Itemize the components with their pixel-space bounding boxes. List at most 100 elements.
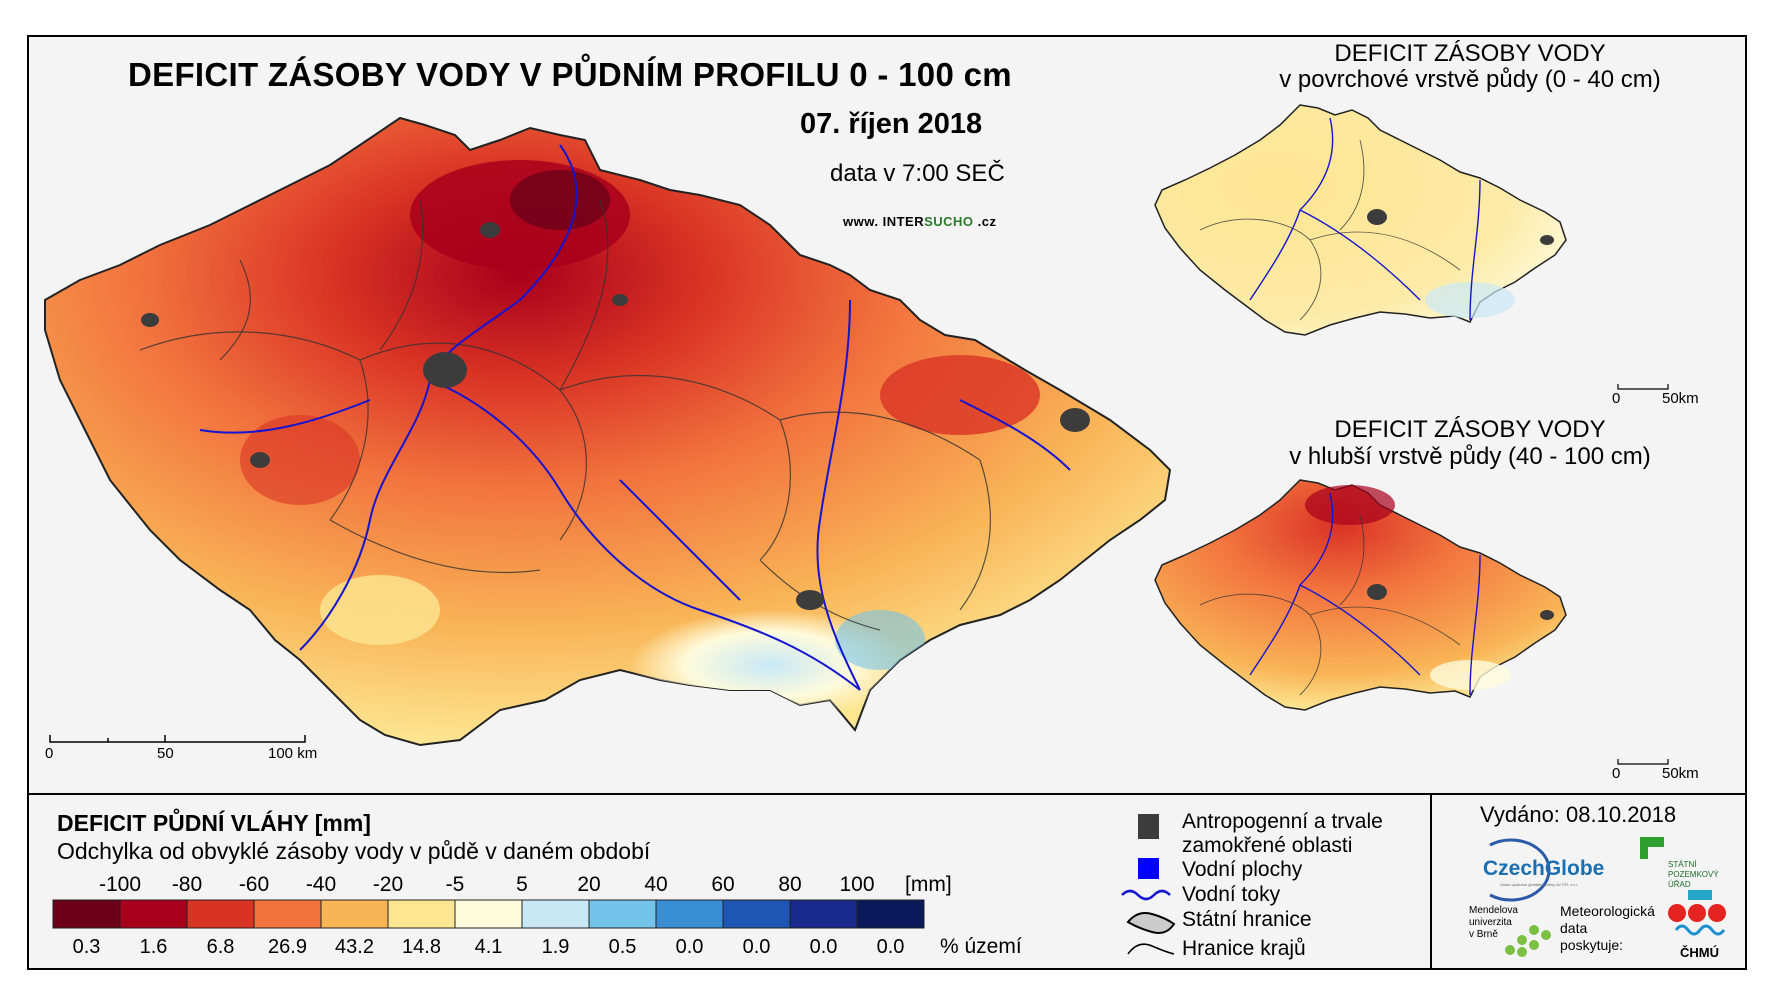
inset-top-title-line2: v povrchové vrstvě půdy (0 - 40 cm) bbox=[1279, 66, 1661, 93]
main-map-data-time: data v 7:00 SEČ bbox=[830, 160, 1005, 187]
legend-tick-label: -20 bbox=[372, 873, 404, 896]
legend-tick-label: 5 bbox=[516, 873, 528, 896]
legend-tick-label: -5 bbox=[445, 873, 465, 896]
legend-divider bbox=[27, 793, 1747, 795]
chmu-logo bbox=[1668, 890, 1726, 936]
legend-swatch bbox=[789, 899, 858, 929]
legend-percent-value: 0.0 bbox=[675, 936, 704, 958]
legend-swatch bbox=[186, 899, 255, 929]
legend-swatch bbox=[521, 899, 590, 929]
legend-percent-unit: % území bbox=[940, 935, 1022, 958]
met-data-line1: Meteorologická bbox=[1560, 903, 1655, 919]
legend-percent-value: 43.2 bbox=[335, 936, 374, 958]
legend-percent-value: 0.0 bbox=[876, 936, 905, 958]
legend-percent-value: 4.1 bbox=[474, 936, 503, 958]
legend-tick-label: 40 bbox=[644, 873, 668, 896]
main-map-title: DEFICIT ZÁSOBY VODY V PŮDNÍM PROFILU 0 -… bbox=[128, 56, 1012, 93]
inset-bottom-title-line2: v hlubší vrstvě půdy (40 - 100 cm) bbox=[1289, 443, 1651, 470]
legend-tick-label: 100 bbox=[839, 873, 875, 896]
legend-tick-label: 20 bbox=[577, 873, 601, 896]
website-link[interactable]: www. INTERSUCHO .cz bbox=[843, 214, 997, 229]
legend-swatch bbox=[387, 899, 456, 929]
czechglobe-logo bbox=[1489, 838, 1551, 902]
symbol-legend bbox=[1121, 814, 1176, 955]
river-label: Vodní toky bbox=[1182, 883, 1281, 906]
main-scale-bar bbox=[49, 735, 306, 743]
mendel-logo-dots bbox=[1505, 925, 1551, 957]
legend-swatch bbox=[655, 899, 724, 929]
legend-percent-value: 0.0 bbox=[809, 936, 838, 958]
mendel-line3: v Brně bbox=[1469, 929, 1498, 940]
legend-swatch bbox=[722, 899, 791, 929]
mendel-text: Mendelova univerzita v Brně bbox=[1469, 905, 1518, 941]
inset-top-scale-label-0: 0 bbox=[1612, 390, 1621, 407]
legend-swatch bbox=[856, 899, 925, 929]
chmu-text: ČHMÚ bbox=[1680, 945, 1719, 960]
legend-title: DEFICIT PŮDNÍ VLÁHY [mm] bbox=[57, 810, 371, 836]
inset-top-scale-label-50: 50km bbox=[1662, 390, 1699, 407]
legend-percent-value: 6.8 bbox=[206, 936, 235, 958]
region-border-label: Hranice krajů bbox=[1182, 937, 1306, 960]
legend-color-bar bbox=[52, 899, 925, 929]
legend-tick-label: 80 bbox=[778, 873, 802, 896]
state-border-symbol bbox=[1126, 912, 1176, 934]
spu-line3: ÚŘAD bbox=[1668, 880, 1691, 889]
region-border-symbol bbox=[1127, 943, 1175, 955]
legend-tick-label: -100 bbox=[98, 873, 142, 896]
mendel-line1: Mendelova bbox=[1469, 905, 1518, 916]
legend-tick-label: -80 bbox=[171, 873, 203, 896]
website-highlight: SUCHO bbox=[924, 214, 974, 229]
legend-percent-value: 0.3 bbox=[72, 936, 101, 958]
inset-bottom-title-line1: DEFICIT ZÁSOBY VODY bbox=[1334, 416, 1606, 443]
website-prefix: www. INTER bbox=[843, 214, 925, 229]
legend-tick-label: 60 bbox=[711, 873, 735, 896]
river-symbol bbox=[1121, 889, 1171, 901]
spu-text: STÁTNÍ POZEMKOVÝ ÚŘAD bbox=[1668, 860, 1719, 890]
legend-swatch bbox=[253, 899, 322, 929]
legend-percent-value: 14.8 bbox=[402, 936, 441, 958]
inset-top-scale-bar bbox=[1617, 384, 1669, 390]
legend-percent-value: 1.6 bbox=[139, 936, 168, 958]
logo-divider bbox=[1430, 793, 1432, 970]
main-scale-label-50: 50 bbox=[157, 745, 174, 762]
legend-percent-value: 0.0 bbox=[742, 936, 771, 958]
legend-swatch bbox=[52, 899, 121, 929]
spu-logo bbox=[1640, 837, 1664, 859]
legend-percent-value: 0.5 bbox=[608, 936, 637, 958]
main-scale-label-100: 100 km bbox=[268, 745, 318, 762]
legend-swatch bbox=[320, 899, 389, 929]
legend-subtitle: Odchylka od obvyklé zásoby vody v půdě v… bbox=[57, 838, 651, 864]
legend-tick-label: -60 bbox=[238, 873, 270, 896]
czechglobe-subtext: Ústav výzkumu globální změny AV ČR, v.v.… bbox=[1500, 882, 1578, 887]
main-scale-label-0: 0 bbox=[45, 745, 54, 762]
main-map-date: 07. říjen 2018 bbox=[800, 108, 983, 140]
legend-swatch bbox=[119, 899, 188, 929]
inset-map-subsoil bbox=[1154, 479, 1567, 711]
legend-swatch bbox=[588, 899, 657, 929]
legend-swatch bbox=[454, 899, 523, 929]
anthropogenic-label-line1: Antropogenní a trvale bbox=[1182, 810, 1383, 833]
issued-date: Vydáno: 08.10.2018 bbox=[1480, 802, 1677, 827]
met-data-line3: poskytuje: bbox=[1560, 937, 1624, 953]
spu-line2: POZEMKOVÝ bbox=[1668, 870, 1719, 879]
water-body-label: Vodní plochy bbox=[1182, 858, 1303, 881]
water-body-swatch bbox=[1138, 858, 1159, 879]
legend-tick-label: -40 bbox=[305, 873, 337, 896]
inset-bottom-scale-label-50: 50km bbox=[1662, 765, 1699, 782]
inset-map-topsoil bbox=[1154, 104, 1567, 336]
inset-bottom-scale-bar bbox=[1617, 759, 1669, 765]
met-data-line2: data bbox=[1560, 920, 1588, 936]
spu-line1: STÁTNÍ bbox=[1668, 860, 1697, 869]
inset-bottom-scale-label-0: 0 bbox=[1612, 765, 1621, 782]
legend-percent-value: 26.9 bbox=[268, 936, 307, 958]
main-map bbox=[44, 117, 1171, 746]
anthropogenic-swatch bbox=[1138, 814, 1159, 839]
legend-percent-value: 1.9 bbox=[541, 936, 570, 958]
state-border-label: Státní hranice bbox=[1182, 908, 1312, 931]
website-suffix: .cz bbox=[973, 214, 997, 229]
legend-unit: [mm] bbox=[905, 873, 952, 896]
inset-top-title-line1: DEFICIT ZÁSOBY VODY bbox=[1334, 40, 1606, 67]
met-data-text: Meteorologická data poskytuje: bbox=[1560, 903, 1655, 954]
anthropogenic-label-line2: zamokřené oblasti bbox=[1182, 834, 1353, 857]
